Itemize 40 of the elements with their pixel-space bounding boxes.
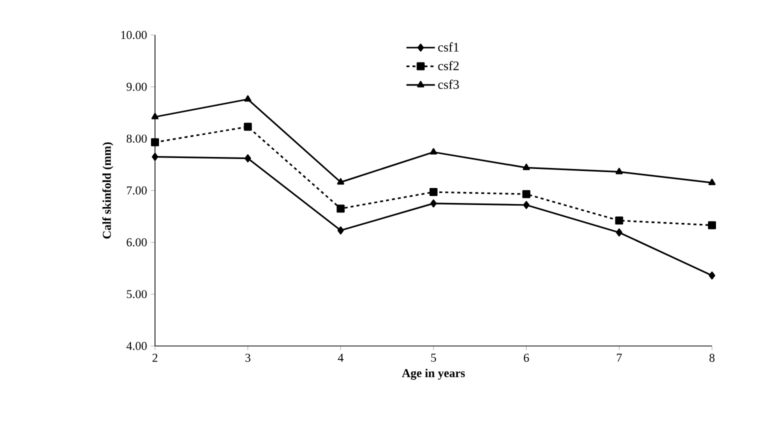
point bbox=[430, 188, 438, 196]
point bbox=[615, 216, 624, 225]
point bbox=[151, 138, 160, 146]
point bbox=[151, 112, 159, 120]
legend-label: csf2 bbox=[438, 60, 459, 70]
y-tick-label: 5.00 bbox=[126, 290, 147, 298]
y-tick-label: 9.00 bbox=[126, 82, 147, 91]
x-tick-label: 6 bbox=[524, 354, 529, 362]
point bbox=[616, 168, 623, 174]
point bbox=[522, 190, 530, 198]
point bbox=[337, 178, 344, 185]
legend-label: csf1 bbox=[438, 42, 459, 52]
point bbox=[430, 199, 437, 208]
point bbox=[708, 271, 716, 280]
x-tick-label: 7 bbox=[616, 354, 622, 362]
point bbox=[523, 201, 530, 209]
y-tick-label: 6.00 bbox=[126, 238, 147, 246]
point bbox=[430, 148, 438, 155]
point bbox=[244, 154, 252, 162]
point bbox=[336, 204, 345, 213]
y-tick-label: 8.00 bbox=[126, 134, 147, 143]
point bbox=[244, 95, 252, 102]
x-tick-label: 4 bbox=[338, 354, 344, 362]
legend-label: csf3 bbox=[438, 80, 459, 89]
point bbox=[616, 228, 622, 236]
y-tick-label: 10.00 bbox=[121, 30, 147, 40]
point bbox=[708, 221, 716, 230]
x-tick-label: 2 bbox=[152, 354, 158, 362]
point bbox=[152, 152, 158, 161]
y-axis-title: Calf skinfold (mm) bbox=[102, 142, 114, 239]
x-tick-label: 8 bbox=[709, 354, 715, 362]
x-axis-title: Age in years bbox=[402, 368, 465, 380]
point bbox=[337, 226, 344, 234]
point bbox=[522, 164, 530, 170]
x-tick-label: 5 bbox=[431, 354, 436, 362]
point bbox=[708, 178, 716, 186]
point bbox=[244, 122, 252, 131]
y-tick-label: 7.00 bbox=[126, 186, 147, 195]
y-tick-label: 4.00 bbox=[126, 342, 147, 350]
x-tick-label: 3 bbox=[245, 354, 250, 362]
